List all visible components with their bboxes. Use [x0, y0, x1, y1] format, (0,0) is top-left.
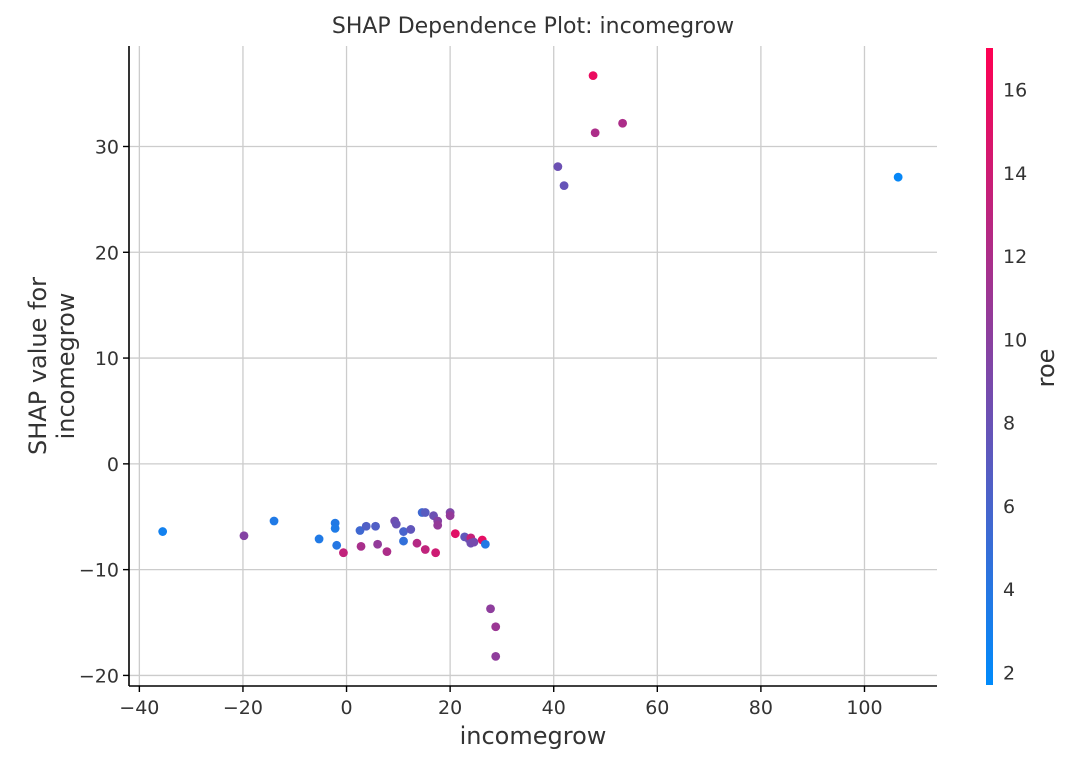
colorbar-ticks: 2 4 6 8 10 12 14 16: [1003, 80, 1027, 685]
data-point: [559, 181, 569, 191]
data-point: [469, 537, 479, 547]
data-point: [399, 536, 408, 546]
data-point: [420, 545, 430, 554]
data-point: [420, 508, 430, 517]
data-point: [391, 519, 401, 529]
x-tick-label: −20: [223, 697, 263, 719]
data-point: [356, 541, 366, 551]
scatter-points: [158, 71, 903, 661]
y-axis-label-line-2: incomegrow: [52, 293, 80, 440]
x-tick-label: 60: [645, 697, 669, 719]
colorbar-tick-label: 14: [1003, 163, 1027, 185]
data-point: [332, 540, 342, 550]
colorbar-tick-label: 2: [1003, 663, 1015, 685]
y-tick-label: −20: [79, 665, 119, 687]
data-point: [431, 548, 441, 558]
colorbar-tick-label: 12: [1003, 246, 1027, 268]
data-point: [445, 511, 455, 521]
data-point: [486, 604, 495, 614]
data-point: [491, 622, 501, 632]
data-point: [893, 172, 903, 182]
data-point: [382, 547, 392, 557]
data-point: [361, 521, 371, 531]
data-point: [399, 527, 408, 536]
data-point: [618, 118, 628, 128]
data-point: [269, 516, 279, 526]
colorbar: [986, 48, 993, 685]
x-tick-label: 20: [438, 697, 462, 719]
colorbar-tick-label: 4: [1003, 579, 1015, 601]
data-point: [239, 531, 249, 541]
colorbar-tick-label: 10: [1003, 329, 1027, 351]
y-tick-label: −10: [79, 560, 119, 582]
data-point: [355, 526, 365, 535]
data-point: [158, 527, 168, 536]
x-axis-label: incomegrow: [460, 722, 607, 750]
data-point: [491, 651, 501, 661]
x-tick-label: 80: [749, 697, 773, 719]
data-point: [480, 539, 490, 549]
data-point: [406, 525, 416, 534]
data-point: [314, 534, 324, 544]
data-point: [371, 521, 380, 531]
colorbar-tick-label: 16: [1003, 80, 1027, 102]
y-tick-label: 0: [107, 454, 119, 476]
data-point: [339, 548, 348, 558]
colorbar-tick-label: 8: [1003, 413, 1015, 435]
data-point: [588, 71, 598, 81]
data-point: [590, 128, 600, 138]
y-tick-label: 10: [95, 348, 119, 370]
x-tick-label: 0: [340, 697, 352, 719]
colorbar-tick-label: 6: [1003, 496, 1015, 518]
y-tick-label: 30: [95, 136, 119, 158]
data-point: [450, 529, 460, 539]
x-tick-label: 100: [846, 697, 882, 719]
data-point: [373, 539, 383, 549]
data-point: [433, 520, 443, 530]
data-point: [553, 162, 563, 171]
x-tick-label: −40: [119, 697, 159, 719]
grid-lines: [129, 46, 937, 686]
chart-title: SHAP Dependence Plot: incomegrow: [332, 14, 734, 39]
y-tick-label: 20: [95, 242, 119, 264]
data-point: [412, 538, 422, 548]
data-point: [330, 523, 340, 533]
x-tick-label: 40: [542, 697, 566, 719]
y-axis-label-line-1: SHAP value for: [24, 277, 52, 455]
colorbar-label: roe: [1032, 349, 1060, 388]
